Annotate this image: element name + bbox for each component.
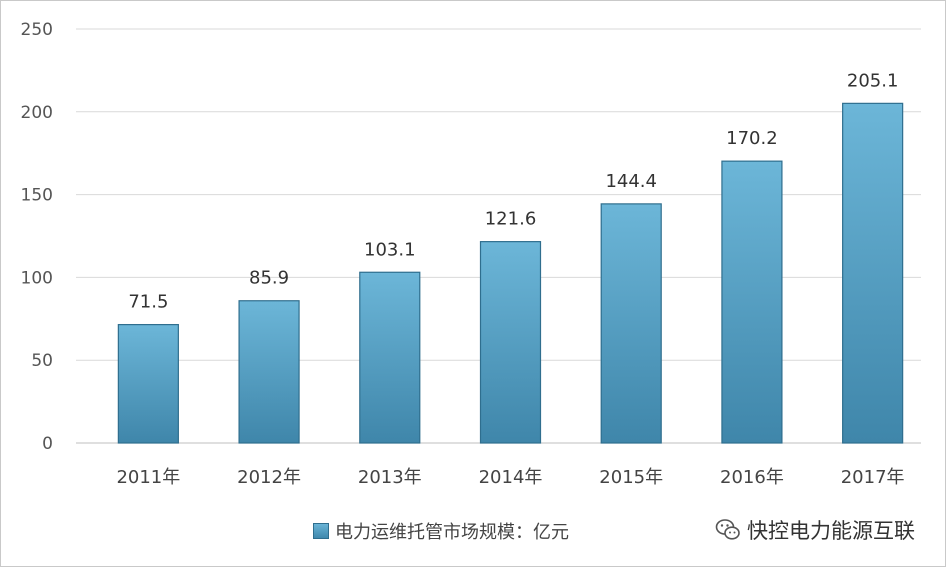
watermark-text: 快控电力能源互联: [747, 519, 915, 543]
data-label: 85.9: [249, 268, 289, 289]
data-labels: 71.5 85.9 103.1 121.6 144.4 170.2 205.1: [128, 70, 898, 312]
legend: 电力运维托管市场规模：亿元: [313, 517, 569, 545]
x-axis-tick-labels: 2011年 2012年 2013年 2014年 2015年 2016年 2017年: [116, 467, 904, 488]
bar: [359, 271, 421, 444]
watermark: 快控电力能源互联: [715, 515, 915, 545]
data-label: 144.4: [605, 171, 657, 192]
y-tick-label: 50: [31, 351, 53, 371]
data-label: 71.5: [128, 292, 168, 313]
bar: [117, 323, 179, 444]
y-tick-label: 0: [42, 434, 53, 454]
bars: [117, 102, 904, 444]
y-tick-label: 100: [21, 268, 53, 288]
x-tick-label: 2014年: [479, 467, 543, 488]
data-label: 205.1: [847, 70, 899, 91]
bar: [238, 300, 300, 444]
x-tick-label: 2012年: [237, 467, 301, 488]
wechat-icon: [715, 519, 740, 540]
bar: [842, 102, 904, 444]
data-label: 103.1: [364, 239, 416, 260]
y-tick-label: 250: [21, 20, 53, 40]
x-tick-label: 2011年: [116, 467, 180, 488]
x-tick-label: 2016年: [720, 467, 784, 488]
bar: [479, 241, 542, 444]
legend-label: 电力运维托管市场规模：亿元: [335, 522, 569, 543]
y-tick-label: 150: [21, 186, 53, 206]
data-label: 121.6: [485, 209, 537, 230]
x-tick-label: 2017年: [841, 467, 905, 488]
bar: [721, 160, 783, 444]
legend-swatch: [313, 523, 329, 539]
bar: [600, 203, 662, 444]
data-label: 170.2: [726, 128, 778, 149]
y-tick-label: 200: [21, 103, 53, 123]
x-tick-label: 2013年: [358, 467, 422, 488]
x-tick-label: 2015年: [599, 467, 663, 488]
y-axis-tick-labels: 0 50 100 150 200 250: [21, 20, 53, 454]
